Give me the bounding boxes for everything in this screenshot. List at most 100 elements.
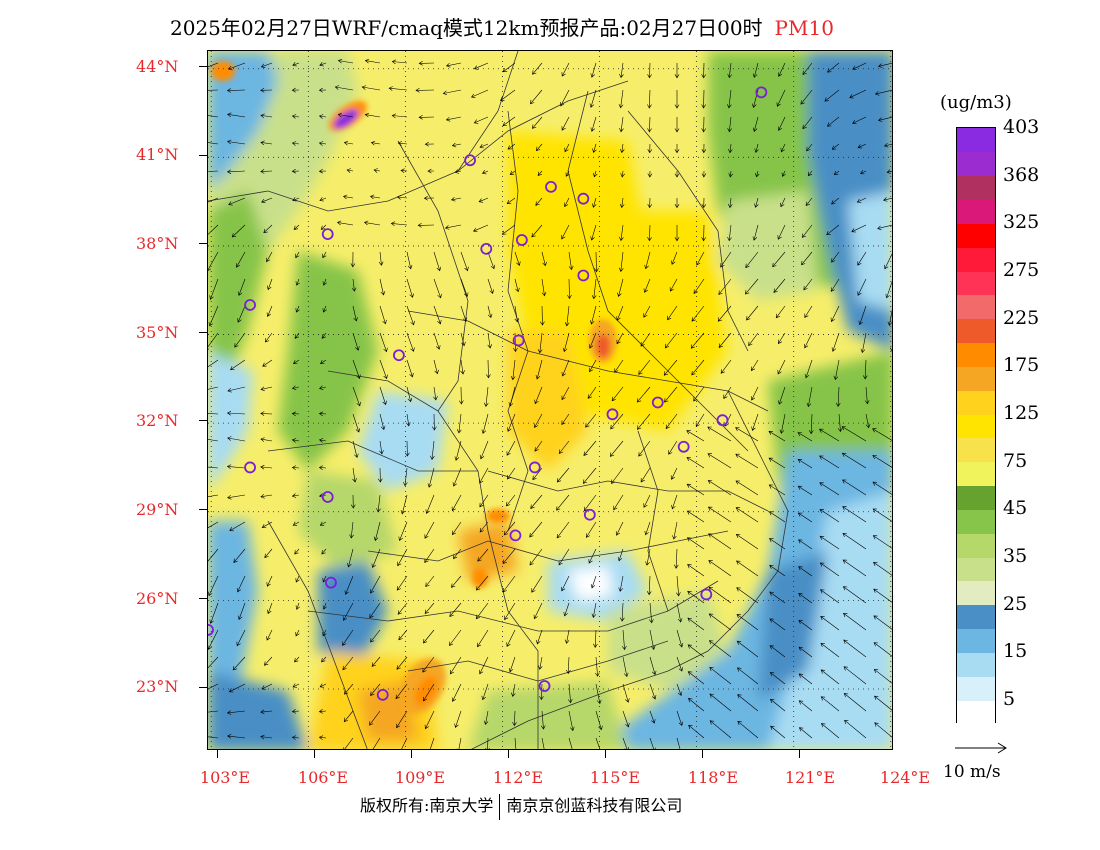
wind-vector bbox=[708, 586, 732, 604]
legend-bin bbox=[957, 533, 995, 558]
wind-vector bbox=[618, 89, 624, 109]
wind-vector bbox=[843, 666, 867, 685]
wind-vector bbox=[772, 251, 786, 268]
wind-vector bbox=[260, 709, 273, 715]
wind-vector bbox=[720, 251, 732, 268]
wind-vector bbox=[746, 305, 759, 321]
wind-vector bbox=[529, 548, 543, 566]
wind-vector bbox=[671, 494, 678, 510]
wind-vector bbox=[883, 197, 892, 202]
wind-vector bbox=[507, 143, 516, 150]
wind-vector bbox=[663, 359, 678, 376]
wind-vector bbox=[687, 671, 705, 685]
wind-vector bbox=[647, 89, 652, 109]
wind-vector bbox=[616, 332, 624, 345]
wind-vector bbox=[561, 575, 570, 592]
wind-vector bbox=[370, 683, 381, 696]
wind-vector bbox=[291, 114, 300, 119]
wind-vector bbox=[454, 710, 462, 729]
wind-vector bbox=[820, 723, 840, 739]
wind-vector bbox=[379, 386, 387, 406]
wind-vector bbox=[736, 667, 759, 685]
wind-vector bbox=[502, 548, 516, 565]
wind-vector bbox=[479, 143, 489, 149]
wind-vector bbox=[233, 548, 246, 563]
lat-label-38: 38°N bbox=[136, 234, 179, 253]
wind-vector bbox=[707, 506, 732, 523]
wind-vector bbox=[561, 116, 570, 131]
wind-vector bbox=[687, 698, 705, 712]
wind-vector bbox=[337, 112, 354, 118]
wind-vector bbox=[295, 251, 300, 259]
wind-vector bbox=[291, 493, 300, 498]
wind-reference-label: 10 m/s bbox=[943, 762, 1001, 782]
wind-vector bbox=[673, 548, 679, 569]
wind-vector bbox=[820, 696, 840, 712]
wind-vector bbox=[778, 386, 786, 405]
wind-vector bbox=[502, 62, 516, 73]
wind-vector bbox=[857, 143, 867, 149]
wind-vector bbox=[425, 575, 435, 587]
wind-vector bbox=[234, 332, 246, 348]
wind-vector bbox=[708, 640, 732, 658]
wind-vector bbox=[691, 359, 705, 376]
wind-vector bbox=[379, 440, 384, 455]
wind-vector bbox=[819, 535, 840, 550]
wind-vector bbox=[674, 90, 680, 109]
wind-vector bbox=[647, 62, 652, 79]
legend-label: 45 bbox=[1003, 497, 1028, 520]
wind-vector bbox=[502, 575, 516, 593]
legend-label: 125 bbox=[1003, 402, 1040, 425]
wind-vector bbox=[208, 305, 219, 327]
wind-vector bbox=[415, 88, 435, 93]
wind-vector bbox=[442, 89, 462, 96]
wind-vector bbox=[294, 548, 300, 555]
wind-vector bbox=[237, 305, 246, 323]
wind-vector bbox=[646, 575, 652, 596]
lat-label-44: 44°N bbox=[136, 57, 179, 76]
wind-vector bbox=[541, 737, 545, 749]
wind-vector bbox=[226, 464, 246, 469]
copyright-divider bbox=[499, 793, 501, 820]
hotspots bbox=[211, 61, 617, 714]
wind-vector bbox=[351, 278, 357, 292]
map-canvas bbox=[208, 51, 892, 749]
wind-vector bbox=[709, 693, 732, 712]
wind-vector bbox=[670, 467, 678, 480]
wind-vector bbox=[564, 305, 570, 327]
legend-label: 5 bbox=[1003, 688, 1016, 711]
wind-vector bbox=[537, 170, 543, 177]
wind-vector bbox=[533, 602, 543, 620]
lon-label-115: 115°E bbox=[589, 768, 641, 787]
wind-vector bbox=[727, 224, 732, 242]
wind-vector bbox=[508, 656, 516, 673]
wind-vector bbox=[647, 143, 653, 154]
lat-label-23: 23°N bbox=[136, 677, 179, 696]
wind-vector bbox=[294, 332, 300, 339]
wind-reference-arrow bbox=[955, 742, 1007, 754]
wind-vector bbox=[433, 359, 439, 375]
wind-vector bbox=[777, 116, 786, 131]
wind-vector bbox=[831, 251, 840, 263]
wind-vector bbox=[433, 305, 442, 325]
wind-vector bbox=[417, 222, 435, 228]
wind-vector bbox=[321, 548, 327, 555]
wind-vector bbox=[687, 644, 705, 658]
legend-bin bbox=[957, 342, 995, 367]
wind-vector bbox=[227, 386, 246, 393]
wind-vector bbox=[477, 629, 489, 648]
wind-vector bbox=[379, 278, 386, 296]
wind-vector bbox=[585, 521, 597, 538]
wind-vector bbox=[701, 224, 706, 242]
wind-vector bbox=[481, 413, 489, 434]
wind-vector bbox=[260, 464, 273, 470]
wind-vector bbox=[779, 413, 786, 434]
wind-vector bbox=[406, 305, 415, 326]
wind-vector bbox=[352, 332, 360, 351]
wind-vector bbox=[208, 413, 219, 415]
legend-label: 368 bbox=[1003, 163, 1040, 186]
wind-vector bbox=[479, 440, 489, 460]
wind-vector bbox=[261, 197, 273, 204]
wind-vector bbox=[372, 737, 381, 749]
wind-vector bbox=[619, 602, 625, 622]
